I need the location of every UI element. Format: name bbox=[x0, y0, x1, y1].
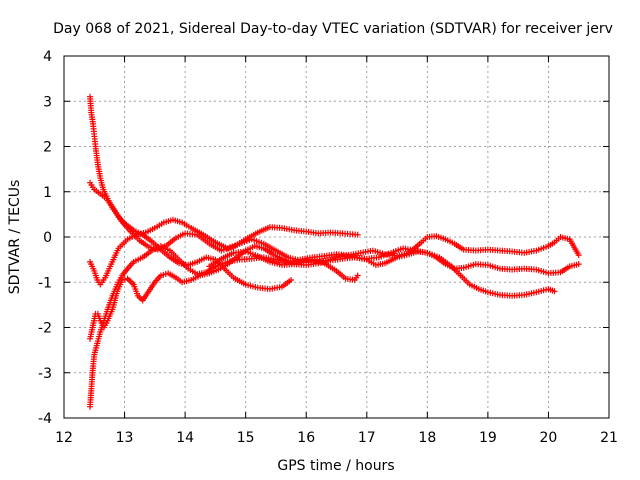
x-tick-label: 16 bbox=[297, 430, 315, 446]
y-tick-labels: -4 -3 -2 -1 0 1 2 3 4 bbox=[38, 49, 52, 427]
series-track-c bbox=[87, 216, 361, 288]
x-tick-label: 18 bbox=[418, 430, 436, 446]
x-tick-label: 12 bbox=[55, 430, 73, 446]
y-axis-label: SDTVAR / TECUs bbox=[7, 180, 23, 295]
x-tick-label: 15 bbox=[237, 430, 255, 446]
data-point-marker bbox=[121, 276, 128, 283]
data-point-marker bbox=[575, 261, 582, 268]
series-track-a bbox=[87, 93, 295, 293]
data-point-marker bbox=[551, 288, 558, 295]
x-tick-label: 19 bbox=[479, 430, 497, 446]
data-point-marker bbox=[575, 252, 582, 259]
y-tick-label: -2 bbox=[38, 321, 52, 337]
data-point-marker bbox=[354, 231, 361, 238]
y-tick-label: 4 bbox=[43, 49, 52, 65]
chart-title: Day 068 of 2021, Sidereal Day-to-day VTE… bbox=[53, 21, 613, 37]
x-axis-label: GPS time / hours bbox=[277, 458, 394, 474]
y-tick-label: -4 bbox=[38, 411, 52, 427]
axis-ticks bbox=[63, 55, 610, 419]
data-point-marker bbox=[288, 276, 295, 283]
x-tick-label: 21 bbox=[600, 430, 618, 446]
y-tick-label: 0 bbox=[43, 230, 52, 246]
data-point-marker bbox=[354, 272, 361, 279]
x-tick-label: 17 bbox=[358, 430, 376, 446]
data-markers bbox=[87, 93, 582, 410]
x-tick-label: 13 bbox=[116, 430, 134, 446]
y-tick-label: 2 bbox=[43, 140, 52, 156]
y-tick-label: -3 bbox=[38, 366, 52, 382]
x-tick-label: 20 bbox=[540, 430, 558, 446]
series-track-b bbox=[87, 179, 361, 254]
y-tick-label: 3 bbox=[43, 94, 52, 110]
y-tick-label: 1 bbox=[43, 185, 52, 201]
series-track-e bbox=[87, 233, 582, 410]
x-tick-labels: 12 13 14 15 16 17 18 19 20 21 bbox=[55, 430, 618, 446]
x-tick-label: 14 bbox=[176, 430, 194, 446]
series-track-f bbox=[206, 245, 558, 299]
y-tick-label: -1 bbox=[38, 275, 52, 291]
